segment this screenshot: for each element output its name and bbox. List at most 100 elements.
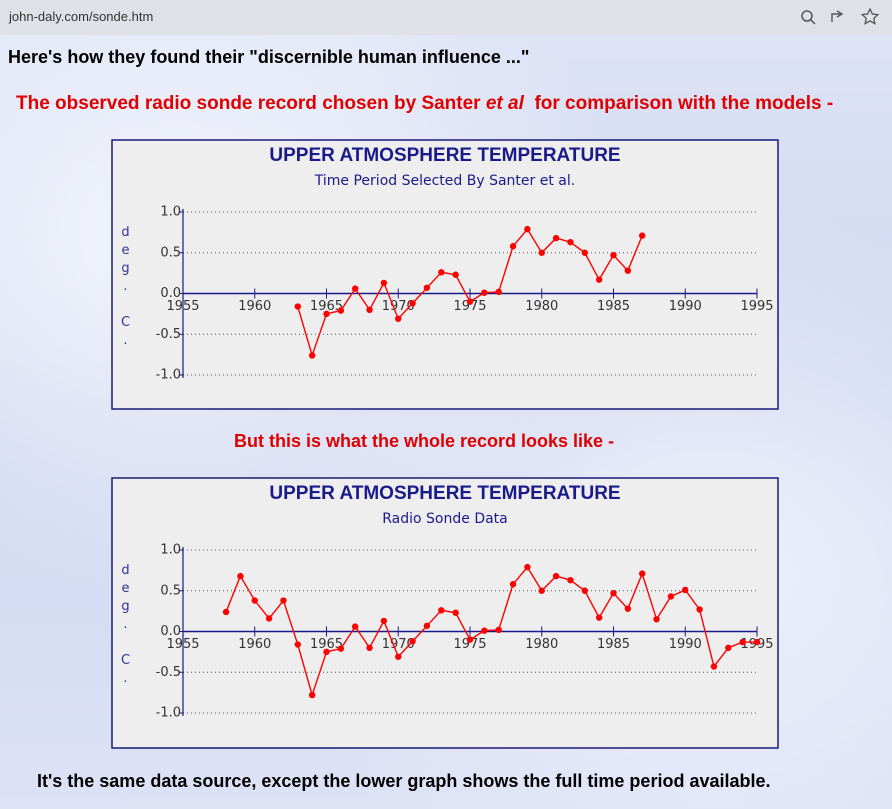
- url[interactable]: john-daly.com/sonde.htm: [9, 9, 154, 24]
- x-tick-label: 1985: [597, 637, 630, 652]
- data-point: [653, 616, 660, 623]
- x-tick-label: 1980: [525, 637, 558, 652]
- data-point: [552, 234, 560, 242]
- data-point: [581, 249, 588, 256]
- data-point: [395, 653, 402, 660]
- x-tick-label: 1960: [238, 299, 271, 314]
- data-point: [466, 298, 474, 305]
- data-point: [495, 626, 502, 634]
- y-tick-label: 0.5: [160, 245, 181, 260]
- data-point: [251, 597, 258, 604]
- data-point: [409, 300, 416, 307]
- data-point: [423, 284, 431, 291]
- data-point: [409, 638, 416, 645]
- data-point: [308, 352, 316, 359]
- data-point: [509, 243, 517, 250]
- middle-text: But this is what the whole record looks …: [234, 431, 615, 451]
- data-point: [323, 648, 330, 656]
- data-point: [495, 288, 502, 296]
- data-point: [380, 617, 388, 625]
- intro: The observed radio sonde record chosen b…: [16, 93, 833, 115]
- data-point: [624, 267, 632, 274]
- y-tick-label: -0.5: [156, 327, 181, 342]
- data-line: [225, 565, 757, 698]
- data-point: [696, 606, 703, 613]
- intro-text: for comparison with the models -: [523, 93, 834, 114]
- y-tick-label: 1.0: [160, 205, 181, 220]
- y-tick-label: -1.0: [156, 706, 181, 721]
- data-point: [323, 310, 330, 318]
- data-point: [682, 586, 689, 594]
- data-point: [710, 663, 718, 670]
- x-tick-label: 1965: [310, 299, 343, 314]
- y-tick-label: 0.0: [160, 286, 181, 301]
- data-point: [438, 607, 445, 614]
- data-point: [581, 587, 588, 594]
- data-point: [481, 289, 488, 296]
- data-point: [452, 271, 459, 278]
- data-point: [538, 587, 545, 594]
- data-point: [595, 614, 603, 621]
- y-tick-label: -0.5: [156, 665, 181, 680]
- x-tick-label: 1975: [453, 637, 486, 652]
- data-point: [567, 576, 574, 584]
- y-axis-label: deg. C.: [118, 225, 133, 351]
- chart-subtitle: Radio Sonde Data: [382, 511, 508, 527]
- intro-text: The observed radio sonde record chosen b…: [16, 93, 486, 114]
- x-tick-label: 1955: [166, 637, 199, 652]
- chart: UPPER ATMOSPHERE TEMPERATURE Time Period …: [111, 139, 779, 410]
- data-point: [423, 622, 431, 629]
- x-tick-label: 1955: [166, 299, 199, 314]
- y-axis-label: deg. C.: [118, 563, 133, 689]
- chart: UPPER ATMOSPHERE TEMPERATURE Radio Sonde …: [111, 477, 779, 749]
- data-point: [308, 691, 316, 699]
- data-point: [610, 251, 617, 259]
- data-point: [624, 605, 632, 612]
- data-point: [337, 645, 345, 652]
- data-point: [237, 572, 244, 580]
- browser-icons: [801, 7, 880, 25]
- data-point: [280, 597, 287, 604]
- data-point: [366, 306, 373, 313]
- data-point: [552, 572, 560, 580]
- x-tick-label: 1985: [597, 299, 630, 314]
- browser-bar: john-daly.com/sonde.htm: [0, 0, 892, 35]
- footer: It's the same data source, except the lo…: [37, 771, 771, 791]
- data-point: [380, 279, 388, 287]
- intro-italic: et al: [485, 93, 524, 114]
- data-point: [725, 644, 732, 651]
- data-point: [337, 307, 345, 314]
- data-point: [366, 644, 373, 651]
- data-point: [481, 627, 488, 634]
- heading: Here's how they found their "discernible…: [8, 47, 530, 67]
- data-point: [452, 609, 459, 616]
- data-point: [524, 563, 531, 571]
- data-point: [538, 249, 545, 256]
- x-tick-label: 1975: [453, 299, 486, 314]
- chart-frame: [111, 477, 779, 749]
- data-point: [610, 589, 617, 597]
- data-point: [294, 641, 301, 648]
- data-point: [739, 638, 746, 646]
- chart-title: UPPER ATMOSPHERE TEMPERATURE: [269, 483, 620, 504]
- x-tick-label: 1990: [669, 637, 702, 652]
- data-point: [667, 593, 675, 600]
- chart-subtitle: Time Period Selected By Santer et al.: [314, 173, 575, 189]
- x-tick-label: 1965: [310, 637, 343, 652]
- y-tick-label: 1.0: [160, 543, 181, 558]
- x-tick-label: 1960: [238, 637, 271, 652]
- data-point: [567, 238, 574, 246]
- chart-frame: [111, 139, 779, 410]
- x-tick-label: 1980: [525, 299, 558, 314]
- data-point: [509, 581, 517, 588]
- data-point: [438, 269, 445, 276]
- chart-title: UPPER ATMOSPHERE TEMPERATURE: [269, 145, 620, 166]
- y-tick-label: -1.0: [156, 368, 181, 383]
- data-point: [524, 225, 531, 233]
- data-point: [222, 608, 230, 616]
- data-point: [595, 276, 603, 283]
- data-point: [395, 315, 402, 322]
- data-point: [639, 232, 646, 239]
- data-point: [352, 623, 359, 630]
